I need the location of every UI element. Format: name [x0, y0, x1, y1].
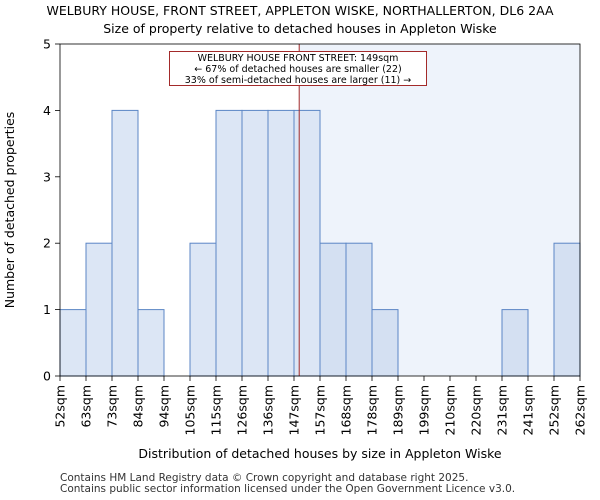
x-tick-label-52sqm: 52sqm — [53, 385, 68, 428]
property-annotation: WELBURY HOUSE FRONT STREET: 149sqm ← 67%… — [169, 51, 427, 86]
y-axis-label: Number of detached properties — [2, 112, 17, 309]
x-tick-label-136sqm: 136sqm — [261, 385, 276, 435]
chart-subtitle: Size of property relative to detached ho… — [103, 21, 497, 36]
x-tick-label-157sqm: 157sqm — [313, 385, 328, 435]
x-tick-label-262sqm: 262sqm — [573, 385, 588, 435]
footer: Contains HM Land Registry data © Crown c… — [60, 473, 515, 495]
x-tick-label-126sqm: 126sqm — [235, 385, 250, 435]
bar-73sqm — [111, 109, 139, 377]
annotation-line-1: WELBURY HOUSE FRONT STREET: 149sqm — [197, 53, 399, 64]
bar-136sqm — [267, 109, 295, 377]
y-ticks-group: 0 1 2 3 4 5 — [43, 37, 60, 384]
bar-252sqm — [553, 242, 581, 377]
x-tick-label-199sqm: 199sqm — [417, 385, 432, 435]
x-tick-label-94sqm: 94sqm — [157, 385, 172, 428]
x-axis-label: Distribution of detached houses by size … — [138, 446, 501, 461]
bar-231sqm — [501, 309, 529, 377]
bar-63sqm — [85, 242, 113, 377]
x-tick-label-178sqm: 178sqm — [365, 385, 380, 435]
y-tick-label-5: 5 — [43, 37, 51, 52]
y-tick-label-0: 0 — [43, 369, 51, 384]
bars-group — [59, 109, 581, 377]
x-tick-label-63sqm: 63sqm — [79, 385, 94, 428]
bar-84sqm — [137, 309, 165, 377]
bar-115sqm — [215, 109, 243, 377]
bar-52sqm — [59, 309, 87, 377]
footer-line-1: Contains HM Land Registry data © Crown c… — [60, 472, 469, 484]
bar-178sqm — [371, 309, 399, 377]
x-tick-label-115sqm: 115sqm — [209, 385, 224, 435]
y-tick-label-3: 3 — [43, 169, 51, 184]
annotation-line-2: ← 67% of detached houses are smaller (22… — [194, 64, 402, 75]
bar-157sqm — [319, 242, 347, 377]
x-tick-label-252sqm: 252sqm — [547, 385, 562, 435]
bar-105sqm — [189, 242, 217, 377]
y-tick-label-1: 1 — [43, 302, 51, 317]
annotation-line-3: 33% of semi-detached houses are larger (… — [184, 75, 412, 86]
x-tick-label-189sqm: 189sqm — [391, 385, 406, 435]
x-tick-label-210sqm: 210sqm — [443, 385, 458, 435]
x-tick-label-231sqm: 231sqm — [495, 385, 510, 435]
y-tick-label-2: 2 — [43, 236, 51, 251]
x-tick-label-147sqm: 147sqm — [287, 385, 302, 435]
footer-line-2: Contains public sector information licen… — [60, 483, 516, 495]
y-tick-label-4: 4 — [43, 103, 51, 118]
x-tick-label-220sqm: 220sqm — [469, 385, 484, 435]
bar-147sqm — [293, 109, 321, 377]
bar-126sqm — [241, 109, 269, 377]
x-tick-label-73sqm: 73sqm — [105, 385, 120, 428]
x-tick-label-105sqm: 105sqm — [183, 385, 198, 435]
x-tick-label-168sqm: 168sqm — [339, 385, 354, 435]
x-ticks-group: 52sqm 63sqm 73sqm 84sqm 94sqm 105sqm 115sqm 126… — [53, 376, 588, 435]
x-tick-label-241sqm: 241sqm — [521, 385, 536, 435]
chart-title: WELBURY HOUSE, FRONT STREET, APPLETON WI… — [46, 3, 554, 18]
bar-168sqm — [345, 242, 373, 377]
x-tick-label-84sqm: 84sqm — [131, 385, 146, 428]
